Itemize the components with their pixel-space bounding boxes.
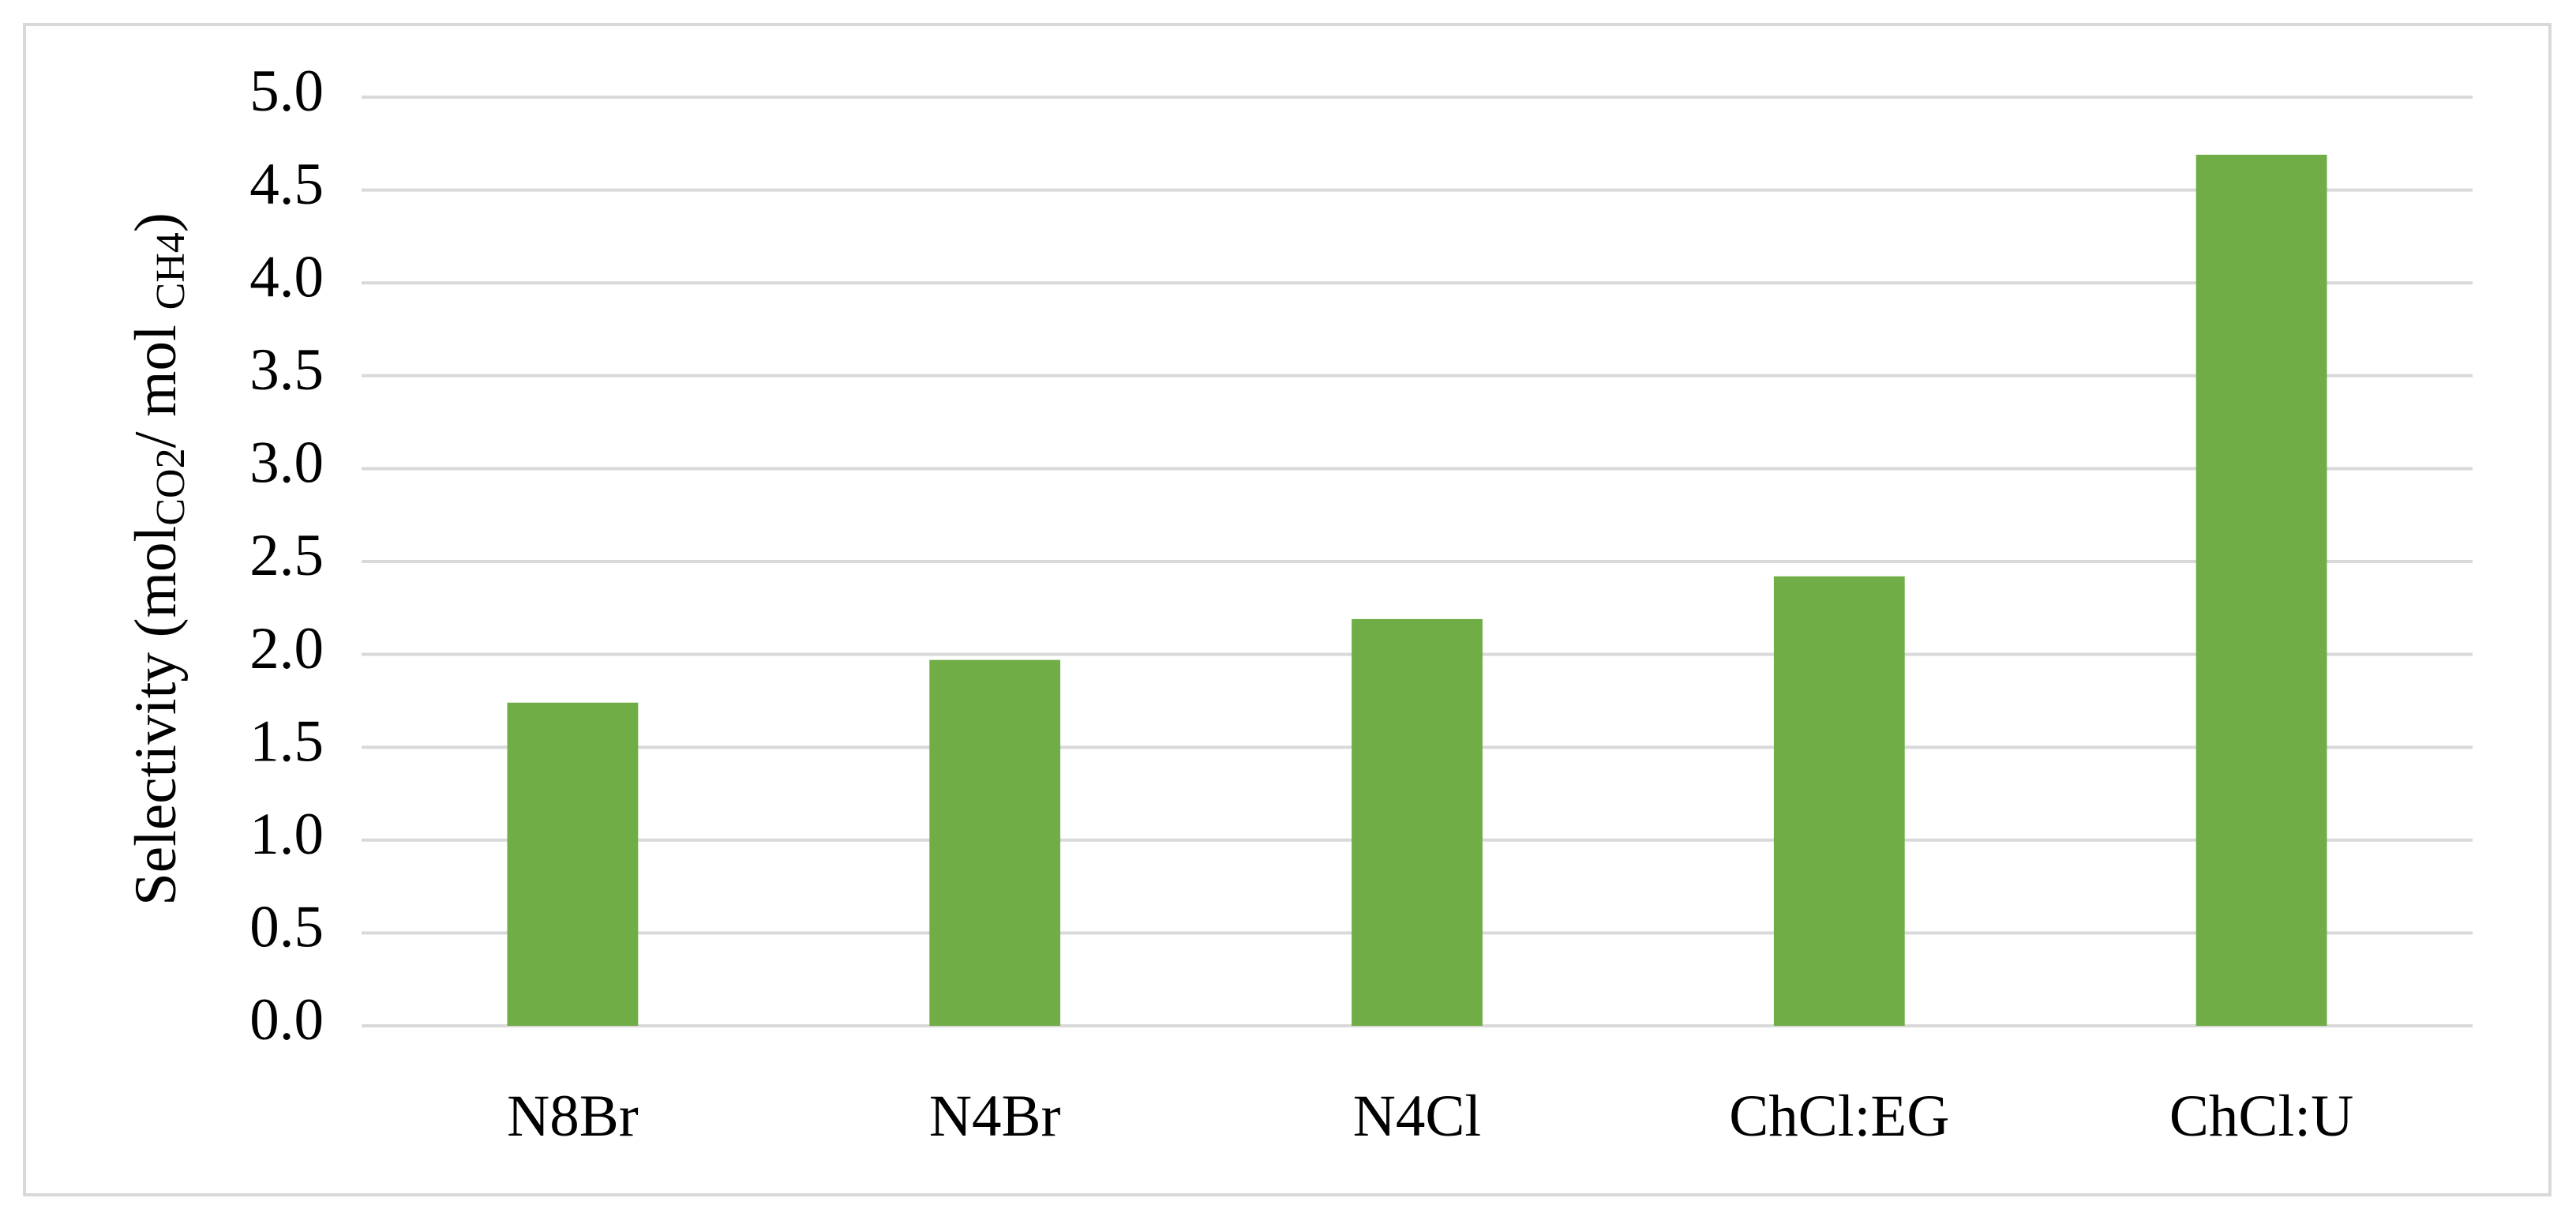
y-tick-label: 0.0 [249, 987, 324, 1053]
x-tick-label: ChCl:EG [1729, 1083, 1949, 1149]
bar [1352, 618, 1483, 1026]
y-label-part: ) [123, 212, 189, 232]
y-label-sub: CO2 [148, 448, 193, 525]
y-label-part: Selectivity (mol [123, 526, 189, 906]
y-axis-label: Selectivity (molCO2/ mol CH4) [123, 212, 193, 906]
x-tick-label: N4Br [929, 1083, 1061, 1149]
x-tick-label: ChCl:U [2169, 1083, 2353, 1149]
bar [2195, 154, 2327, 1027]
bar [507, 702, 639, 1026]
y-tick-label: 3.0 [249, 430, 324, 496]
y-label-part: / mol [123, 310, 189, 448]
y-tick-label: 0.5 [249, 895, 324, 960]
y-tick-label: 4.0 [249, 244, 324, 310]
bar [929, 659, 1061, 1026]
y-tick-label: 4.5 [249, 152, 324, 217]
y-tick-label: 5.0 [249, 58, 324, 124]
y-tick-label: 1.0 [249, 802, 324, 867]
y-tick-label: 2.5 [249, 523, 324, 588]
y-label-sub: CH4 [148, 232, 193, 310]
x-tick-label: N4Cl [1353, 1083, 1482, 1149]
y-tick-label: 1.5 [249, 708, 324, 774]
y-tick-label: 3.5 [249, 337, 324, 403]
bar [1773, 576, 1905, 1026]
chart-border [23, 23, 2552, 1196]
x-tick-label: N8Br [507, 1083, 639, 1149]
y-tick-label: 2.0 [249, 616, 324, 682]
